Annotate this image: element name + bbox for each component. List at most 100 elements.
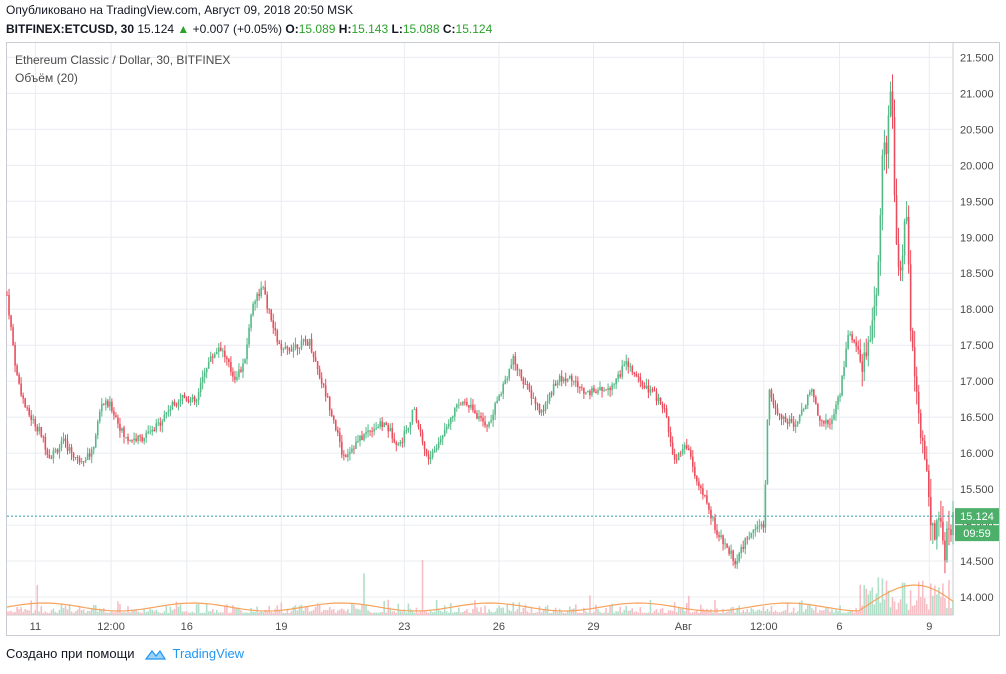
candle-body bbox=[512, 356, 515, 365]
candle-body bbox=[139, 435, 141, 437]
candle-body bbox=[316, 361, 319, 369]
candle-body bbox=[123, 427, 125, 437]
candle-body bbox=[730, 550, 732, 554]
candle-body bbox=[760, 524, 763, 526]
volume-bar bbox=[480, 607, 482, 615]
volume-bar bbox=[808, 603, 811, 615]
volume-bar bbox=[921, 580, 924, 615]
candle-body bbox=[345, 455, 347, 458]
volume-bar bbox=[673, 602, 676, 615]
candle-body bbox=[32, 418, 35, 420]
volume-bar bbox=[597, 609, 599, 615]
candle-body bbox=[191, 396, 194, 400]
candle-body bbox=[702, 488, 704, 496]
volume-bar bbox=[599, 611, 601, 615]
volume-bar bbox=[486, 612, 488, 615]
candle-body bbox=[6, 294, 8, 296]
volume-bar bbox=[603, 612, 605, 615]
volume-bar bbox=[280, 602, 283, 615]
candle-body bbox=[528, 384, 531, 390]
candle-body bbox=[811, 389, 813, 392]
volume-bar bbox=[613, 612, 615, 615]
candle-body bbox=[687, 448, 690, 451]
volume-bar bbox=[927, 609, 930, 615]
volume-bar bbox=[312, 609, 315, 615]
volume-bar bbox=[488, 609, 490, 615]
candle-body bbox=[207, 361, 210, 369]
candle-body bbox=[92, 447, 95, 450]
volume-bar bbox=[649, 599, 652, 615]
volume-bar bbox=[938, 587, 940, 615]
candle-body bbox=[135, 438, 137, 441]
volume-bar bbox=[556, 612, 559, 615]
candle-body bbox=[256, 293, 258, 302]
volume-bar bbox=[643, 612, 646, 615]
volume-bar bbox=[881, 578, 884, 615]
candle-body bbox=[847, 334, 849, 349]
tradingview-brand-link[interactable]: TradingView bbox=[143, 646, 244, 661]
candle-body bbox=[843, 366, 845, 376]
volume-bar bbox=[782, 610, 785, 615]
candle-body bbox=[486, 425, 488, 427]
candle-body bbox=[544, 402, 547, 411]
candle-body bbox=[619, 374, 621, 377]
candle-body bbox=[712, 517, 714, 519]
y-tick-label: 15.500 bbox=[960, 484, 994, 496]
candle-body bbox=[98, 411, 101, 422]
candle-body bbox=[359, 435, 361, 441]
volume-bar bbox=[714, 600, 716, 615]
volume-bar bbox=[62, 608, 65, 615]
open-label: O: bbox=[285, 22, 299, 36]
volume-bar bbox=[490, 611, 492, 615]
volume-bar bbox=[320, 611, 323, 615]
volume-bar bbox=[407, 603, 410, 615]
volume-bar bbox=[694, 611, 696, 615]
volume-bar bbox=[175, 601, 178, 615]
candle-body bbox=[407, 427, 410, 430]
candle-body bbox=[726, 543, 728, 548]
volume-bar bbox=[843, 612, 845, 615]
candle-body bbox=[796, 421, 799, 425]
y-tick-label: 18.500 bbox=[960, 268, 994, 280]
volume-bar bbox=[512, 602, 515, 615]
candle-body bbox=[746, 538, 749, 540]
candle-body bbox=[387, 424, 390, 432]
volume-bar bbox=[502, 607, 504, 615]
candle-body bbox=[936, 520, 938, 540]
x-tick-label: 12:00 bbox=[97, 621, 125, 633]
volume-bar bbox=[288, 612, 291, 615]
candle-body bbox=[835, 404, 837, 414]
candle-body bbox=[401, 442, 404, 443]
candle-body bbox=[189, 399, 192, 403]
candle-body bbox=[570, 375, 573, 382]
volume-bar bbox=[375, 612, 377, 615]
footer: Создано при помощи TradingView bbox=[6, 646, 244, 661]
volume-bar bbox=[379, 612, 381, 615]
volume-bar bbox=[119, 604, 121, 615]
volume-bar bbox=[734, 612, 736, 615]
volume-bar bbox=[845, 612, 847, 615]
volume-bar bbox=[246, 612, 248, 615]
candle-body bbox=[169, 408, 172, 412]
candle-body bbox=[155, 423, 158, 432]
x-tick-label: Авг bbox=[675, 621, 692, 633]
candle-body bbox=[302, 339, 305, 341]
candle-body bbox=[443, 429, 446, 436]
candle-body bbox=[917, 391, 920, 414]
candle-body bbox=[72, 453, 75, 458]
volume-bar bbox=[746, 609, 749, 615]
volume-bar bbox=[552, 610, 555, 615]
candle-body bbox=[38, 427, 41, 432]
candle-body bbox=[532, 398, 535, 400]
candle-body bbox=[673, 454, 676, 460]
candle-body bbox=[754, 529, 757, 531]
candle-body bbox=[506, 378, 509, 380]
candle-body bbox=[645, 385, 648, 389]
volume-bar bbox=[492, 612, 494, 615]
volume-bar bbox=[760, 610, 763, 615]
candle-body bbox=[96, 421, 99, 436]
volume-bar bbox=[871, 587, 874, 615]
candle-body bbox=[226, 357, 228, 360]
candle-body bbox=[266, 294, 269, 309]
